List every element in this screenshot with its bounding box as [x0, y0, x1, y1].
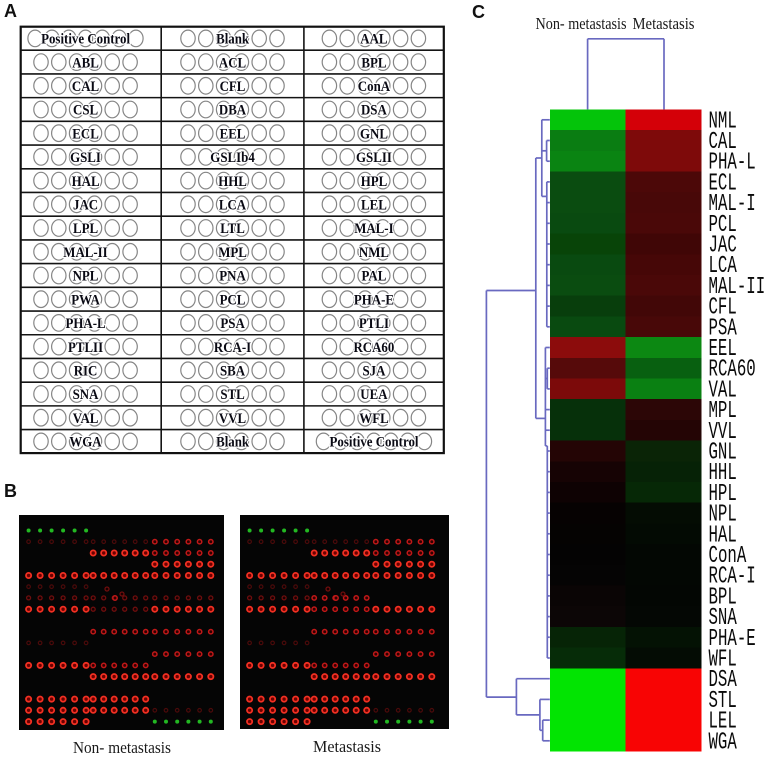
svg-text:Metastasis: Metastasis	[313, 737, 381, 756]
svg-text:RCA60: RCA60	[354, 340, 395, 356]
svg-text:PAL: PAL	[362, 269, 387, 285]
svg-text:GSLIb4: GSLIb4	[210, 150, 255, 166]
svg-text:HPL: HPL	[709, 481, 737, 508]
svg-text:SNA: SNA	[709, 605, 738, 632]
svg-text:ABL: ABL	[72, 55, 99, 71]
svg-text:LCA: LCA	[709, 253, 738, 280]
svg-text:DSA: DSA	[709, 667, 738, 694]
svg-text:PHA-E: PHA-E	[709, 626, 756, 653]
svg-text:GNL: GNL	[360, 126, 388, 142]
svg-text:Non- metastasis: Non- metastasis	[536, 14, 627, 33]
svg-text:CAL: CAL	[709, 129, 737, 156]
svg-text:ConA: ConA	[709, 543, 747, 570]
svg-text:Positive Control: Positive Control	[41, 32, 130, 48]
svg-text:Blank: Blank	[216, 435, 250, 451]
svg-text:PSA: PSA	[709, 315, 738, 342]
svg-text:STL: STL	[709, 688, 737, 715]
svg-text:PTLI: PTLI	[359, 316, 389, 332]
svg-text:JAC: JAC	[73, 198, 98, 214]
svg-text:VAL: VAL	[73, 411, 99, 427]
svg-text:PHA-E: PHA-E	[354, 292, 394, 308]
svg-text:LEL: LEL	[709, 709, 737, 736]
svg-text:NML: NML	[359, 245, 389, 261]
svg-text:HPL: HPL	[361, 174, 388, 190]
svg-text:CFL: CFL	[220, 79, 246, 95]
svg-text:MAL-I: MAL-I	[354, 221, 394, 237]
svg-text:ACL: ACL	[219, 55, 246, 71]
svg-text:SBA: SBA	[220, 364, 245, 380]
svg-text:ECL: ECL	[709, 170, 737, 197]
svg-text:JAC: JAC	[709, 232, 737, 259]
svg-text:MPL: MPL	[709, 398, 737, 425]
svg-text:VVL: VVL	[709, 419, 737, 446]
svg-text:CAL: CAL	[72, 79, 99, 95]
svg-text:PWA: PWA	[71, 292, 100, 308]
svg-text:PHA-L: PHA-L	[66, 316, 106, 332]
svg-text:LPL: LPL	[73, 221, 98, 237]
svg-text:LCA: LCA	[219, 198, 246, 214]
svg-text:LTL: LTL	[220, 221, 245, 237]
svg-text:VVL: VVL	[219, 411, 246, 427]
svg-text:EEL: EEL	[709, 336, 737, 363]
svg-text:CSL: CSL	[73, 103, 98, 119]
svg-text:GSLI: GSLI	[70, 150, 101, 166]
svg-text:PNA: PNA	[219, 269, 246, 285]
svg-text:WFL: WFL	[709, 646, 737, 673]
svg-text:Metastasis: Metastasis	[633, 14, 695, 33]
svg-text:RCA-I: RCA-I	[214, 340, 251, 356]
svg-text:MAL-II: MAL-II	[709, 274, 766, 301]
svg-text:RIC: RIC	[74, 364, 98, 380]
svg-text:NPL: NPL	[73, 269, 99, 285]
svg-text:HAL: HAL	[709, 522, 737, 549]
svg-text:MAL-I: MAL-I	[709, 191, 756, 218]
svg-text:WGA: WGA	[709, 729, 738, 756]
svg-text:UEA: UEA	[360, 387, 387, 403]
svg-text:AAL: AAL	[360, 32, 387, 48]
svg-text:DBA: DBA	[219, 103, 246, 119]
svg-text:Blank: Blank	[216, 32, 250, 48]
svg-text:HAL: HAL	[72, 174, 100, 190]
svg-text:LEL: LEL	[361, 198, 387, 214]
svg-text:WGA: WGA	[69, 435, 101, 451]
svg-text:NPL: NPL	[709, 502, 737, 529]
svg-text:PSA: PSA	[220, 316, 245, 332]
svg-text:CFL: CFL	[709, 295, 737, 322]
svg-text:MPL: MPL	[218, 245, 247, 261]
svg-text:Non- metastasis: Non- metastasis	[73, 738, 171, 757]
svg-text:HHL: HHL	[218, 174, 247, 190]
svg-text:RCA60: RCA60	[709, 357, 756, 384]
svg-text:NML: NML	[709, 108, 737, 135]
svg-text:GSLII: GSLII	[356, 150, 392, 166]
svg-text:BPL: BPL	[709, 584, 737, 611]
svg-text:ECL: ECL	[72, 126, 99, 142]
svg-text:ConA: ConA	[358, 79, 390, 95]
svg-text:RCA-I: RCA-I	[709, 564, 756, 591]
svg-text:A: A	[4, 1, 17, 21]
svg-text:GNL: GNL	[709, 439, 737, 466]
svg-text:Positive Control: Positive Control	[330, 435, 419, 451]
svg-text:DSA: DSA	[361, 103, 387, 119]
svg-text:BPL: BPL	[361, 55, 386, 71]
svg-text:PTLII: PTLII	[68, 340, 103, 356]
svg-text:EEL: EEL	[220, 126, 246, 142]
svg-text:SJA: SJA	[363, 364, 386, 380]
svg-text:MAL-II: MAL-II	[63, 245, 108, 261]
svg-text:PCL: PCL	[220, 292, 246, 308]
svg-text:PHA-L: PHA-L	[709, 150, 756, 177]
svg-text:STL: STL	[220, 387, 244, 403]
svg-text:C: C	[472, 2, 485, 22]
svg-text:SNA: SNA	[73, 387, 99, 403]
svg-text:PCL: PCL	[709, 212, 737, 239]
svg-text:WFL: WFL	[359, 411, 388, 427]
svg-text:B: B	[4, 481, 17, 501]
svg-text:HHL: HHL	[709, 460, 737, 487]
svg-text:VAL: VAL	[709, 377, 737, 404]
